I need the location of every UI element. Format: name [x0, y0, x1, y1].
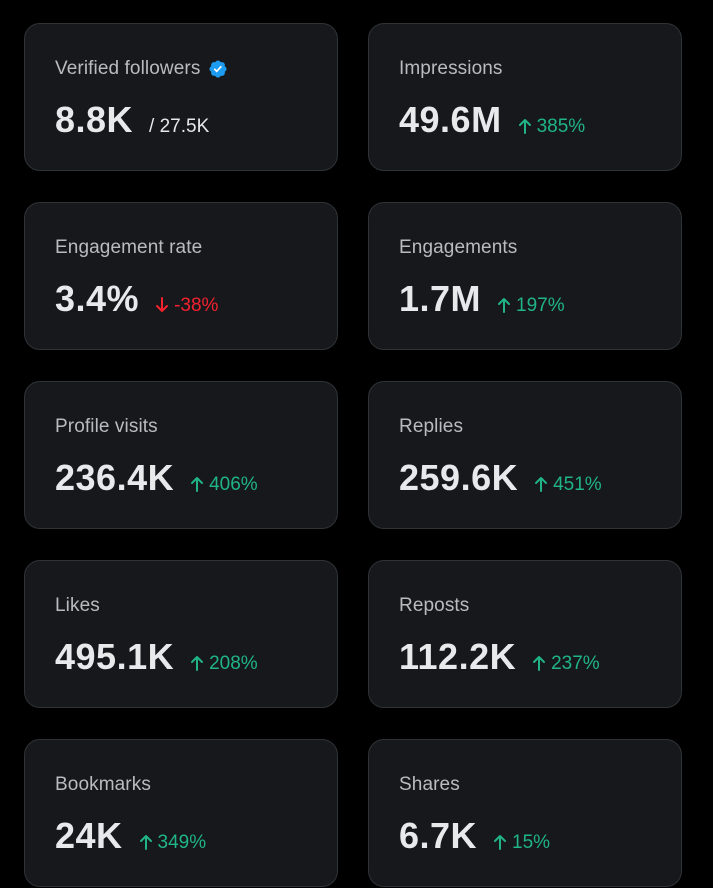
metric-card-engagements[interactable]: Engagements 1.7M 197% [368, 202, 682, 350]
metric-change-value: 197% [516, 295, 565, 316]
metric-change-value: 15% [512, 832, 551, 853]
metric-label: Engagement rate [55, 237, 203, 258]
metric-card-replies[interactable]: Replies 259.6K 451% [368, 381, 682, 529]
metric-value: 49.6M [399, 99, 502, 140]
metric-change-value: 451% [553, 474, 602, 495]
metric-change: 15% [493, 832, 550, 854]
metric-value: 495.1K [55, 636, 175, 677]
arrow-up-icon [493, 834, 507, 850]
metrics-grid: Verified followers 8.8K / 27.5K Impressi… [24, 23, 682, 887]
verified-badge-icon [208, 59, 228, 79]
metric-value: 8.8K [55, 99, 134, 140]
metric-card-verified-followers[interactable]: Verified followers 8.8K / 27.5K [24, 23, 338, 171]
metric-value-row: 1.7M 197% [399, 278, 651, 320]
metric-label-row: Likes [55, 595, 307, 617]
metric-label: Shares [399, 774, 460, 795]
metric-value-row: 236.4K 406% [55, 457, 307, 499]
metric-value-row: 495.1K 208% [55, 636, 307, 678]
metric-value: 236.4K [55, 457, 175, 498]
metric-label: Profile visits [55, 416, 158, 437]
metric-change: 349% [139, 832, 207, 854]
metric-change-value: 208% [209, 653, 258, 674]
metric-value-row: 49.6M 385% [399, 99, 651, 141]
metric-change-value: 385% [536, 116, 586, 137]
metric-value-row: 259.6K 451% [399, 457, 651, 499]
arrow-up-icon [190, 476, 204, 492]
metric-change: 208% [190, 653, 258, 675]
arrow-up-icon [532, 655, 546, 671]
arrow-down-icon [155, 297, 169, 313]
metric-value-row: 112.2K 237% [399, 636, 651, 678]
metric-label-row: Profile visits [55, 416, 307, 438]
metric-change: 237% [532, 653, 600, 675]
metric-label-row: Shares [399, 774, 651, 796]
metric-card-bookmarks[interactable]: Bookmarks 24K 349% [24, 739, 338, 887]
metric-label-row: Verified followers [55, 58, 307, 80]
metric-change: 197% [497, 295, 565, 317]
metric-change: -38% [155, 295, 218, 317]
metric-value: 259.6K [399, 457, 519, 498]
metric-change-value: 406% [209, 474, 258, 495]
metric-label-row: Reposts [399, 595, 651, 617]
metric-label: Engagements [399, 237, 518, 258]
arrow-up-icon [534, 476, 548, 492]
metric-total: / 27.5K [149, 116, 210, 137]
metric-value-row: 24K 349% [55, 815, 307, 857]
metric-change: 451% [534, 474, 602, 496]
metric-value: 6.7K [399, 815, 478, 856]
metric-label-row: Bookmarks [55, 774, 307, 796]
metric-value: 112.2K [399, 636, 517, 677]
metric-card-shares[interactable]: Shares 6.7K 15% [368, 739, 682, 887]
metric-card-impressions[interactable]: Impressions 49.6M 385% [368, 23, 682, 171]
metric-card-likes[interactable]: Likes 495.1K 208% [24, 560, 338, 708]
arrow-up-icon [139, 834, 153, 850]
metric-change-value: 349% [157, 832, 207, 853]
metric-label-row: Engagement rate [55, 237, 307, 259]
metric-change-value: -38% [174, 295, 219, 316]
metric-label: Likes [55, 595, 100, 616]
metric-change-value: 237% [551, 653, 600, 674]
metric-label: Verified followers [55, 58, 201, 79]
metric-label: Replies [399, 416, 464, 437]
metric-value: 3.4% [55, 278, 140, 319]
metric-value-row: 6.7K 15% [399, 815, 651, 857]
metric-change: 385% [518, 116, 586, 138]
metric-label: Bookmarks [55, 774, 151, 795]
metric-change: 406% [190, 474, 258, 496]
metric-card-engagement-rate[interactable]: Engagement rate 3.4% -38% [24, 202, 338, 350]
metric-card-profile-visits[interactable]: Profile visits 236.4K 406% [24, 381, 338, 529]
metric-card-reposts[interactable]: Reposts 112.2K 237% [368, 560, 682, 708]
metric-label-row: Engagements [399, 237, 651, 259]
metric-value-row: 3.4% -38% [55, 278, 307, 320]
metric-label-row: Impressions [399, 58, 651, 80]
metric-value: 1.7M [399, 278, 482, 319]
arrow-up-icon [190, 655, 204, 671]
metric-label-row: Replies [399, 416, 651, 438]
arrow-up-icon [518, 118, 532, 134]
metric-value-row: 8.8K / 27.5K [55, 99, 307, 141]
metric-label: Impressions [399, 58, 503, 79]
metric-value: 24K [55, 815, 123, 856]
arrow-up-icon [497, 297, 511, 313]
metric-label: Reposts [399, 595, 470, 616]
